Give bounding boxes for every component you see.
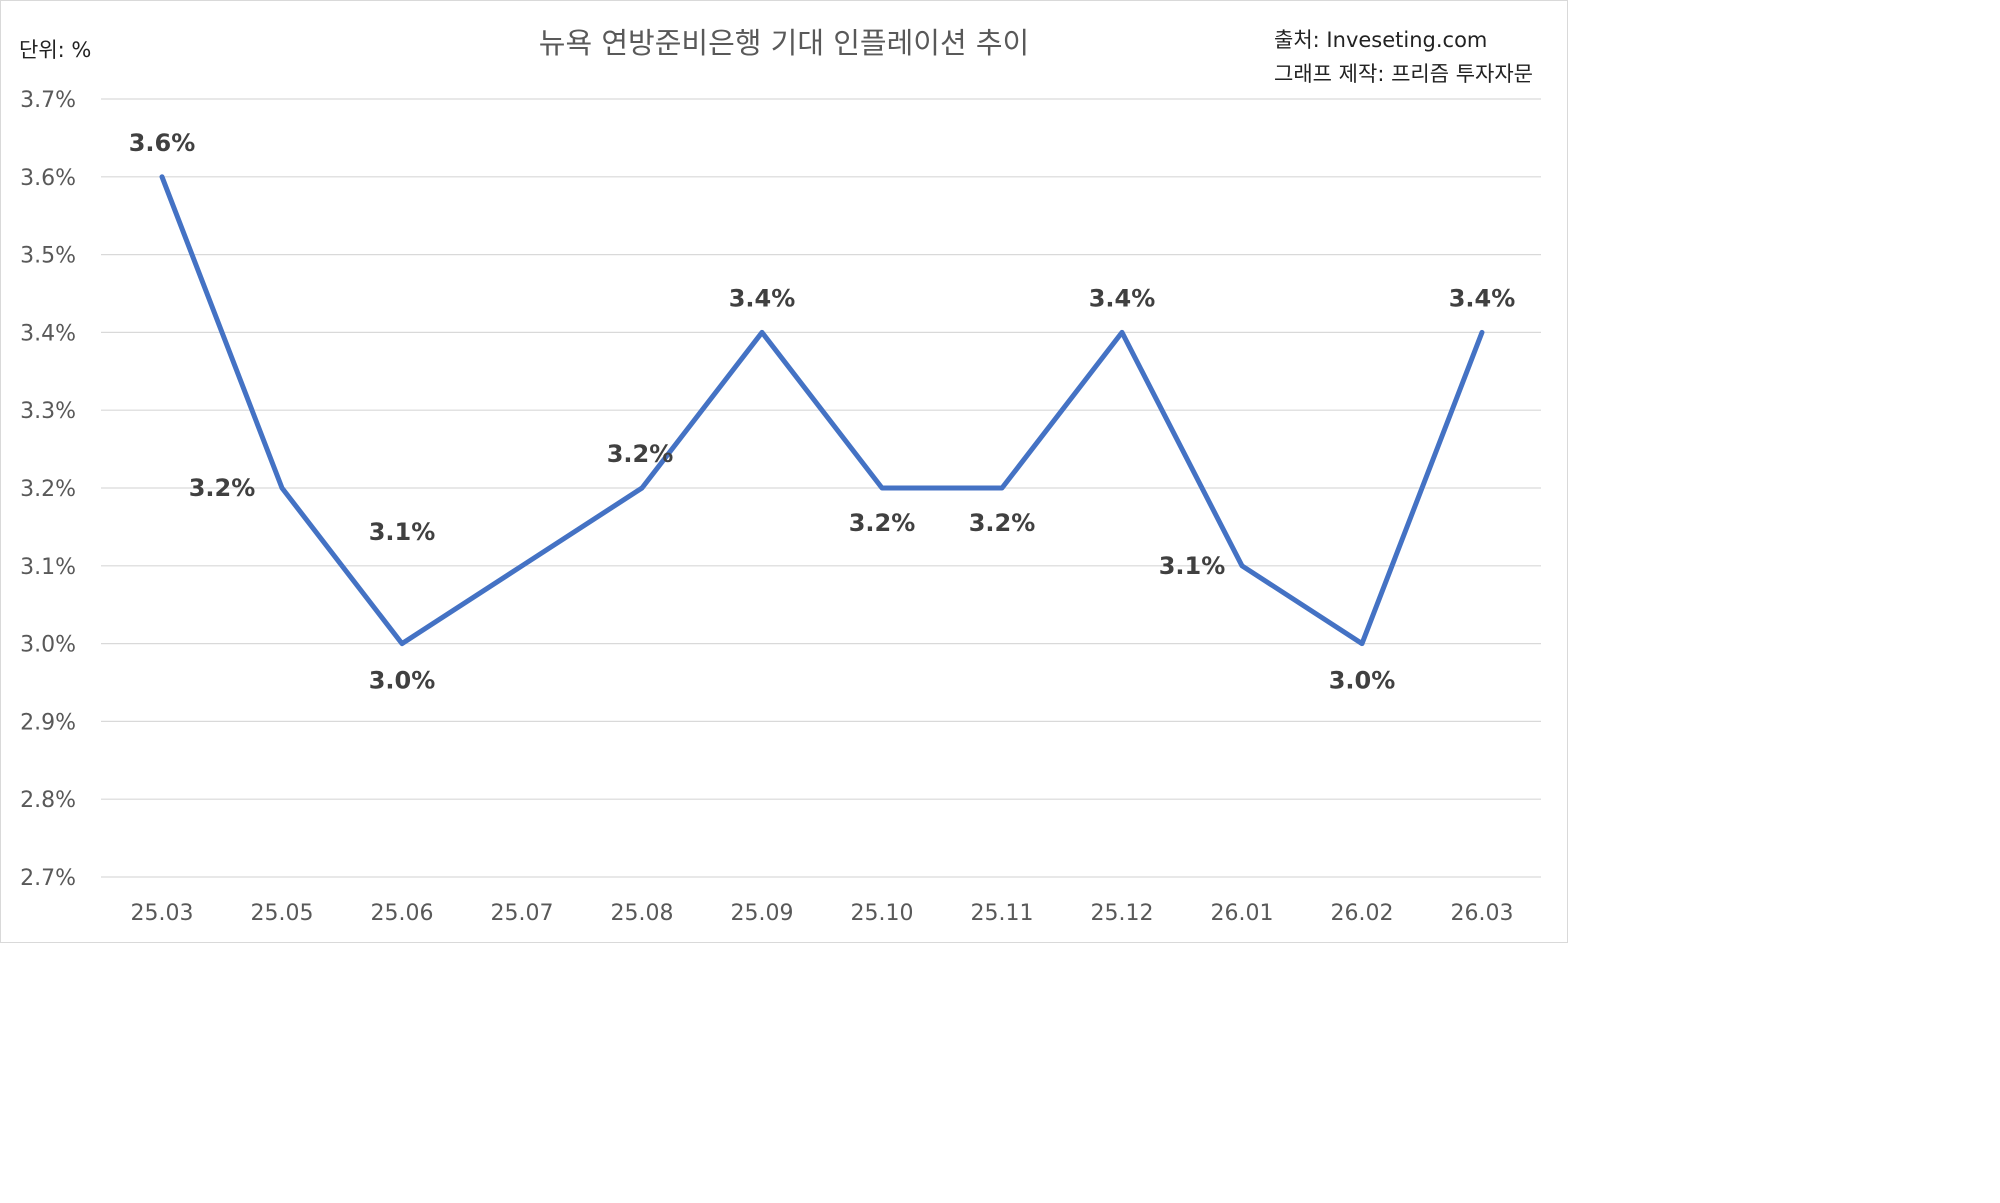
data-label: 3.4% <box>729 284 796 312</box>
x-tick-label: 25.11 <box>971 901 1034 926</box>
y-tick-label: 3.6% <box>20 166 76 191</box>
data-label: 3.1% <box>1159 552 1226 580</box>
source-label: 출처: Inveseting.com <box>1274 28 1488 52</box>
y-tick-label: 3.1% <box>20 555 76 580</box>
y-tick-label: 2.9% <box>20 710 76 735</box>
y-tick-label: 3.4% <box>20 321 76 346</box>
chart-title: 뉴욕 연방준비은행 기대 인플레이션 추이 <box>539 26 1029 60</box>
data-label: 3.2% <box>607 440 674 468</box>
x-tick-label: 25.12 <box>1091 901 1154 926</box>
series-group <box>159 174 1485 647</box>
source-info: 출처: Inveseting.com 그래프 제작: 프리즘 투자자문 <box>1274 23 1533 91</box>
x-axis-ticks: 25.03 25.05 25.06 25.07 25.08 25.09 25.10 25.11… <box>131 901 1514 926</box>
data-label: 3.4% <box>1089 284 1156 312</box>
data-labels: 3.6% 3.2% 3.0% 3.1% 3.2% 3.4% 3.2% 3.2% 3.4% 3.1%… <box>129 129 1516 695</box>
x-tick-label: 26.03 <box>1451 901 1514 926</box>
series-line <box>159 174 1485 647</box>
data-label: 3.2% <box>849 509 916 537</box>
x-tick-label: 25.07 <box>491 901 554 926</box>
x-tick-label: 25.10 <box>851 901 914 926</box>
data-label: 3.4% <box>1449 284 1516 312</box>
y-tick-label: 3.7% <box>20 88 76 113</box>
x-tick-label: 25.08 <box>611 901 674 926</box>
chart-frame: 단위: % 출처: Inveseting.com 그래프 제작: 프리즘 투자자… <box>0 0 1568 943</box>
line-chart: 뉴욕 연방준비은행 기대 인플레이션 추이 2.7%2.8%2.9%3.0%3.… <box>20 26 1541 926</box>
x-tick-label: 25.09 <box>731 901 794 926</box>
y-tick-label: 2.8% <box>20 788 76 813</box>
y-tick-label: 3.2% <box>20 477 76 502</box>
y-tick-label: 3.3% <box>20 399 76 424</box>
unit-label: 단위: % <box>19 38 92 62</box>
data-label: 3.2% <box>189 474 256 502</box>
x-tick-label: 26.01 <box>1211 901 1274 926</box>
credit-label: 그래프 제작: 프리즘 투자자문 <box>1274 62 1533 86</box>
data-label: 3.0% <box>1329 667 1396 695</box>
data-label: 3.2% <box>969 509 1036 537</box>
x-tick-label: 26.02 <box>1331 901 1394 926</box>
y-tick-label: 3.5% <box>20 244 76 269</box>
data-label: 3.6% <box>129 129 196 157</box>
x-tick-label: 25.03 <box>131 901 194 926</box>
data-label: 3.0% <box>369 667 436 695</box>
data-label: 3.1% <box>369 518 436 546</box>
y-tick-label: 3.0% <box>20 633 76 658</box>
y-axis-ticks: 2.7% 2.8% 2.9% 3.0% 3.1% 3.2% 3.3% 3.4% 3.5% 3.6%… <box>20 88 76 891</box>
gridlines <box>101 98 1541 878</box>
x-tick-label: 25.05 <box>251 901 314 926</box>
x-tick-label: 25.06 <box>371 901 434 926</box>
y-tick-label: 2.7% <box>20 866 76 891</box>
